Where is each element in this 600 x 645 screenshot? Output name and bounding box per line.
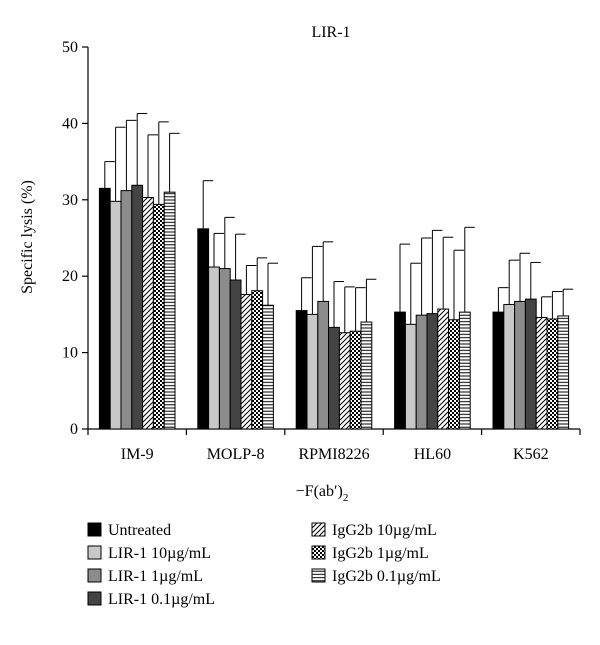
bar [492, 311, 505, 430]
legend-label: LIR-1 10µg/mL [108, 545, 211, 562]
x-axis-label-subscript: 2 [343, 492, 349, 504]
bar-group-molp-8 [197, 180, 278, 430]
bar [98, 187, 111, 430]
bar [142, 197, 154, 430]
legend-label: Untreated [108, 522, 171, 539]
x-tick-label: IM-9 [121, 446, 154, 463]
chart-title: LIR-1 [311, 24, 350, 41]
legend-label: IgG2b 0.1µg/mL [332, 568, 441, 585]
bar [163, 191, 176, 430]
bar [524, 298, 537, 430]
bar [109, 200, 122, 430]
bar-group-hl60 [394, 226, 475, 430]
bar-group-im-9 [98, 112, 180, 430]
bar [557, 315, 570, 430]
bar-group-rpmi8226 [295, 241, 377, 430]
legend-swatch [87, 591, 102, 606]
y-axis-label: Specific lysis (%) [19, 180, 36, 294]
y-tick-label: 50 [62, 39, 78, 56]
bar [458, 311, 471, 430]
legend-label: IgG2b 1µg/mL [332, 545, 429, 562]
bar [218, 268, 231, 430]
legend-item: IgG2b 1µg/mL [311, 545, 429, 562]
x-axis [87, 428, 581, 435]
bar [404, 323, 417, 430]
plot-area [98, 112, 574, 430]
bar [448, 319, 460, 430]
legend-swatch [311, 545, 326, 560]
legend-swatch [87, 522, 102, 537]
legend-swatch [87, 545, 102, 560]
bar [546, 318, 559, 430]
x-tick-label: MOLP-8 [207, 446, 265, 463]
bar [120, 190, 133, 430]
bar [208, 266, 220, 430]
bar [306, 313, 319, 430]
y-tick-label: 40 [62, 115, 78, 132]
bar [152, 203, 165, 430]
bar [328, 326, 340, 430]
bar [394, 311, 406, 430]
bar [262, 304, 274, 430]
x-tick-label: K562 [513, 446, 549, 463]
bar [295, 310, 308, 430]
bar [317, 300, 330, 430]
x-axis-label: −F(ab′)2 [296, 483, 349, 504]
y-tick-label: 0 [70, 421, 78, 438]
legend-item: LIR-1 1µg/mL [87, 568, 203, 585]
bar [360, 321, 373, 430]
bar [197, 228, 210, 430]
legend-swatch [311, 568, 326, 583]
bar [338, 332, 351, 430]
y-tick-label: 30 [62, 192, 78, 209]
legend-label: LIR-1 0.1µg/mL [108, 591, 215, 608]
x-tick-labels: IM-9 MOLP-8 RPMI8226 HL60 K562 [121, 446, 549, 463]
bar [251, 290, 264, 430]
y-tick-label: 10 [62, 345, 78, 362]
legend-label: IgG2b 10µg/mL [332, 522, 437, 539]
legend-item: IgG2b 0.1µg/mL [311, 568, 441, 585]
legend: Untreated LIR-1 10µg/mL LIR-1 1µg/mL LIR-1 … [87, 522, 441, 608]
x-tick-label: RPMI8226 [298, 446, 369, 463]
bar [415, 314, 428, 430]
legend-item: IgG2b 10µg/mL [311, 522, 437, 539]
bar [426, 313, 439, 430]
legend-swatch [87, 568, 102, 583]
bar [131, 184, 144, 430]
legend-label: LIR-1 1µg/mL [108, 568, 203, 585]
legend-item: LIR-1 10µg/mL [87, 545, 211, 562]
y-tick-label: 20 [62, 268, 78, 285]
legend-item: Untreated [87, 522, 171, 539]
bar [229, 279, 242, 430]
x-axis-label-main: −F(ab′) [296, 483, 343, 500]
bar [240, 294, 253, 430]
y-axis: 0 10 20 30 40 50 [62, 39, 89, 438]
x-tick-label: HL60 [414, 446, 451, 463]
bar-group-k562 [492, 252, 574, 430]
bar [514, 300, 526, 430]
legend-item: LIR-1 0.1µg/mL [87, 591, 215, 608]
bar [437, 308, 450, 430]
bar [535, 316, 548, 430]
legend-swatch [311, 522, 326, 537]
bar [349, 330, 362, 430]
bar [503, 303, 516, 430]
